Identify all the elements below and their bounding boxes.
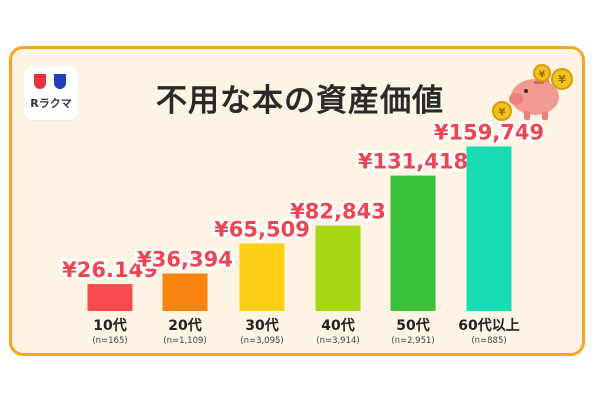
value-label-1: ¥26.149 <box>62 258 158 282</box>
sample-size-label-3: (n=3,095) <box>240 336 283 346</box>
sample-size-label-4: (n=3,914) <box>316 336 359 346</box>
category-label-4: 40代 <box>321 317 354 334</box>
value-label-5: ¥131,418 <box>358 150 468 174</box>
sample-size-label-6: (n=885) <box>471 336 506 346</box>
category-label-2: 20代 <box>168 317 201 334</box>
bar-1 <box>87 284 133 311</box>
category-label-3: 30代 <box>245 317 278 334</box>
sample-size-label-2: (n=1,109) <box>163 336 206 346</box>
category-label-5: 50代 <box>396 317 429 334</box>
bar-6 <box>466 146 512 311</box>
svg-text:¥: ¥ <box>539 70 546 80</box>
category-label-1: 10代 <box>93 317 126 334</box>
chart-title: 不用な本の資産価値 <box>156 83 444 119</box>
sample-size-label-5: (n=2,951) <box>391 336 434 346</box>
sample-size-label-1: (n=165) <box>92 336 127 346</box>
value-label-4: ¥82,843 <box>290 200 386 224</box>
rakuma-logo: Rラクマ <box>24 66 78 120</box>
value-label-6: ¥159,749 <box>434 120 544 144</box>
piggy-bank-icon: ¥ ¥ ¥ <box>492 64 573 121</box>
bar-chart: ¥26.149 10代 (n=165) ¥36,394 20代 (n=1,109) ¥65,… <box>60 118 547 346</box>
value-label-3: ¥65,509 <box>214 218 310 242</box>
bar-3 <box>239 243 285 311</box>
logo-text: Rラクマ <box>30 97 71 110</box>
bar-4 <box>315 225 361 311</box>
svg-text:¥: ¥ <box>558 73 566 86</box>
svg-text:¥: ¥ <box>499 107 506 118</box>
category-label-6: 60代以上 <box>458 317 519 334</box>
value-label-2: ¥36,394 <box>137 248 233 272</box>
bar-5 <box>390 175 436 311</box>
chart-card: Rラクマ 不用な本の資産価値 ¥ ¥ ¥ ¥26.149 10代 (n=165) ¥3… <box>9 46 585 356</box>
bar-2 <box>162 273 208 311</box>
